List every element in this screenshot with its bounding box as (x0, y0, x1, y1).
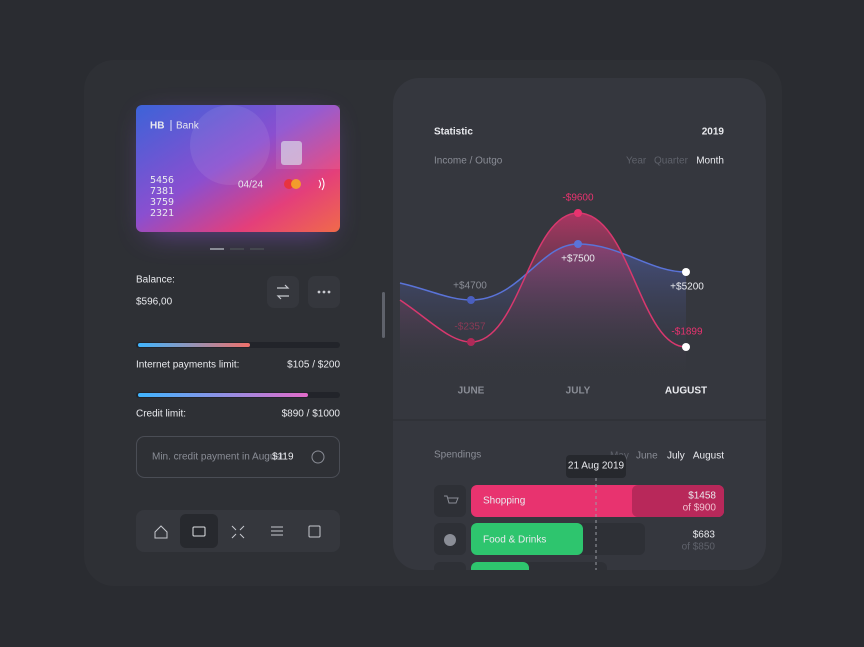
card-bank: Bank (176, 121, 200, 132)
min-payment-label: Min. credit payment in August: (152, 452, 286, 463)
contactless-icon (318, 177, 325, 191)
spending-bar[interactable] (471, 523, 583, 555)
pager-dot[interactable] (250, 248, 264, 250)
more-icon (317, 290, 321, 294)
transfer-button[interactable] (267, 276, 299, 308)
card-chip (281, 141, 302, 165)
month-label: JULY (566, 386, 591, 397)
income-line (399, 243, 687, 301)
month-label: JUNE (458, 386, 485, 397)
point[interactable] (682, 343, 690, 351)
spendings-title: Spendings (434, 450, 481, 461)
nav-settings[interactable] (271, 526, 283, 536)
help-icon[interactable] (311, 450, 325, 464)
mastercard-logo (291, 179, 301, 189)
period-tab[interactable]: Year (626, 156, 647, 167)
min-payment-amount: $119 (272, 452, 294, 463)
period-tab[interactable]: August (693, 451, 724, 462)
point-label: -$1899 (671, 327, 703, 338)
category-icon (434, 485, 466, 517)
card-brand: HB (150, 121, 164, 132)
period-tab[interactable]: Month (696, 156, 724, 167)
nav-reports[interactable] (308, 525, 321, 538)
nav-active (180, 514, 218, 548)
credit-card[interactable] (136, 105, 340, 232)
min-payment-box (136, 436, 340, 478)
card-number: 5456 (150, 175, 174, 186)
point[interactable] (574, 240, 582, 248)
nav-home[interactable] (154, 525, 168, 539)
point[interactable] (574, 209, 582, 217)
point-label: -$2357 (454, 322, 486, 333)
point[interactable] (467, 338, 475, 346)
period-tab[interactable]: June (636, 451, 658, 462)
period-tab[interactable]: Quarter (654, 156, 689, 167)
card-number: 3759 (150, 197, 174, 208)
limit-label: Internet payments limit: (136, 360, 239, 371)
limit-bar (138, 393, 308, 397)
balance-label: Balance: (136, 275, 175, 286)
statistic-panel: Statistic 2019 Income / Outgo Year Quart… (393, 78, 766, 570)
tooltip-text: 21 Aug 2019 (568, 461, 625, 472)
statistic-title: Statistic (434, 127, 473, 138)
balance-amount: $596,00 (136, 297, 173, 308)
scrollbar[interactable] (382, 292, 385, 338)
spending-name: Food & Drinks (483, 535, 546, 546)
month-label: AUGUST (665, 386, 707, 397)
point-label: +$4700 (453, 281, 487, 292)
outgo-area (400, 213, 686, 375)
spending-limit: of $900 (683, 503, 717, 514)
more-icon (327, 290, 331, 294)
limit-bar (138, 343, 250, 347)
mastercard-logo (284, 179, 294, 189)
card-expiry: 04/24 (238, 180, 263, 191)
card-pattern (190, 105, 270, 185)
pager-dot[interactable] (210, 248, 224, 250)
cart-icon (444, 495, 459, 504)
outgo-line (399, 212, 687, 348)
limit-label: Credit limit: (136, 409, 186, 420)
nav-exchange[interactable] (231, 525, 245, 539)
period-tab[interactable]: July (667, 451, 685, 462)
limit-value: $890 / $1000 (282, 409, 341, 420)
point-label: +$7500 (561, 254, 595, 265)
card-number: 2321 (150, 208, 174, 219)
point[interactable] (682, 268, 690, 276)
spending-name: Shopping (483, 496, 525, 507)
point-label: -$9600 (562, 193, 594, 204)
spending-amount: $683 (693, 530, 716, 541)
limit-value: $105 / $200 (287, 360, 340, 371)
card-number: 7381 (150, 186, 174, 197)
nav-cards[interactable] (192, 526, 206, 537)
spending-amount: $1458 (688, 491, 716, 502)
statistic-year: 2019 (702, 127, 725, 138)
apple-icon (444, 534, 456, 546)
point[interactable] (467, 296, 475, 304)
point-label: +$5200 (670, 282, 704, 293)
more-icon (322, 290, 326, 294)
spending-limit: of $850 (682, 542, 716, 553)
transfer-icon (276, 284, 290, 300)
spending-overrun (632, 485, 724, 517)
tooltip (566, 455, 626, 478)
statistic-subtitle: Income / Outgo (434, 156, 503, 167)
pager-dot[interactable] (230, 248, 244, 250)
